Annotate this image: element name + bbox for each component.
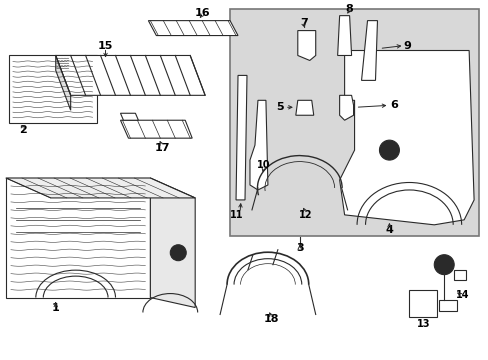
Polygon shape	[297, 31, 315, 60]
Text: 18: 18	[264, 314, 279, 324]
Bar	[6, 178, 150, 298]
Text: 6: 6	[390, 100, 398, 110]
Text: 12: 12	[298, 210, 312, 220]
Text: 17: 17	[154, 143, 170, 153]
Polygon shape	[6, 178, 195, 198]
Polygon shape	[339, 50, 473, 225]
Polygon shape	[56, 55, 71, 110]
Text: 3: 3	[295, 243, 303, 253]
Text: 4: 4	[385, 225, 392, 235]
Bar	[229, 9, 478, 236]
Circle shape	[170, 245, 186, 261]
Text: 8: 8	[345, 4, 353, 14]
Circle shape	[433, 255, 453, 275]
Text: 9: 9	[403, 41, 410, 50]
Polygon shape	[148, 21, 238, 36]
Text: 1: 1	[52, 302, 60, 312]
Text: 7: 7	[299, 18, 307, 28]
Bar	[453, 270, 465, 280]
Text: 13: 13	[416, 319, 429, 329]
Bar	[438, 300, 456, 311]
Polygon shape	[150, 178, 195, 307]
Polygon shape	[236, 75, 246, 200]
Polygon shape	[295, 100, 313, 115]
Text: 16: 16	[194, 8, 209, 18]
Polygon shape	[361, 21, 377, 80]
Polygon shape	[339, 95, 353, 120]
Polygon shape	[337, 15, 351, 55]
Text: 2: 2	[19, 125, 27, 135]
Text: 10: 10	[257, 160, 270, 170]
Polygon shape	[249, 100, 267, 190]
Text: 5: 5	[276, 102, 283, 112]
Polygon shape	[120, 120, 192, 138]
Text: 15: 15	[98, 41, 113, 50]
Circle shape	[379, 140, 399, 160]
Text: 11: 11	[230, 210, 244, 220]
Polygon shape	[56, 55, 205, 95]
Text: 14: 14	[455, 289, 469, 300]
Polygon shape	[120, 113, 138, 120]
Bar	[9, 55, 96, 123]
Bar	[408, 289, 436, 318]
